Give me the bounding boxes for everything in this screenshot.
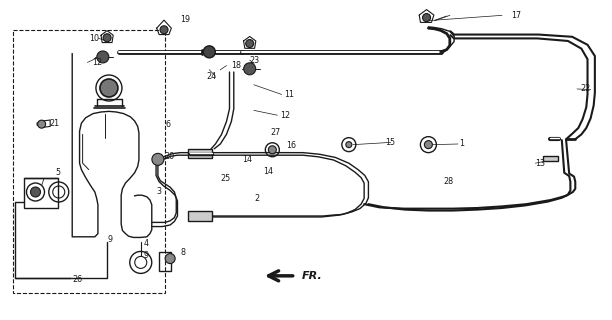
Circle shape <box>152 153 164 165</box>
Circle shape <box>160 26 168 34</box>
Text: 20: 20 <box>164 152 174 161</box>
Circle shape <box>203 46 215 58</box>
Text: 25: 25 <box>220 174 231 183</box>
Circle shape <box>244 63 256 75</box>
Circle shape <box>37 120 46 128</box>
Bar <box>188 211 212 221</box>
Text: 10: 10 <box>89 34 99 43</box>
Text: FR.: FR. <box>302 271 323 281</box>
Text: 11: 11 <box>285 90 294 99</box>
Text: 2: 2 <box>254 194 259 203</box>
Bar <box>13 30 165 293</box>
Text: 28: 28 <box>444 177 454 186</box>
Text: 26: 26 <box>72 276 83 284</box>
Circle shape <box>31 187 40 197</box>
Circle shape <box>100 79 118 97</box>
Bar <box>159 252 171 271</box>
Circle shape <box>424 140 433 148</box>
Text: 17: 17 <box>511 11 521 20</box>
Circle shape <box>422 13 431 22</box>
Circle shape <box>268 146 277 154</box>
Text: 27: 27 <box>271 128 281 137</box>
Text: 6: 6 <box>165 120 170 129</box>
Text: 3: 3 <box>156 188 161 196</box>
Text: 21: 21 <box>49 119 59 128</box>
Text: 7: 7 <box>40 178 45 187</box>
Text: 12: 12 <box>280 111 291 120</box>
Bar <box>24 178 58 208</box>
Circle shape <box>103 34 111 42</box>
Text: 14: 14 <box>263 167 273 176</box>
Text: 8: 8 <box>181 248 185 257</box>
Text: 9: 9 <box>107 236 112 244</box>
Text: 13: 13 <box>536 159 545 168</box>
Text: 1: 1 <box>459 140 464 148</box>
Text: 19: 19 <box>181 15 191 24</box>
Text: 23: 23 <box>249 56 259 65</box>
Bar <box>188 149 212 158</box>
Text: 5: 5 <box>55 168 60 177</box>
Text: 15: 15 <box>386 138 396 147</box>
Circle shape <box>346 142 352 148</box>
Text: 24: 24 <box>206 72 217 81</box>
Text: 16: 16 <box>286 141 296 150</box>
Text: 18: 18 <box>231 61 241 70</box>
Circle shape <box>97 51 109 63</box>
Text: 4: 4 <box>144 239 149 248</box>
Circle shape <box>165 253 175 264</box>
Text: 22: 22 <box>580 84 591 93</box>
Text: 14: 14 <box>242 156 252 164</box>
Circle shape <box>245 39 254 47</box>
Text: 9: 9 <box>144 252 149 260</box>
Bar <box>543 156 558 161</box>
Text: 12: 12 <box>92 58 102 67</box>
